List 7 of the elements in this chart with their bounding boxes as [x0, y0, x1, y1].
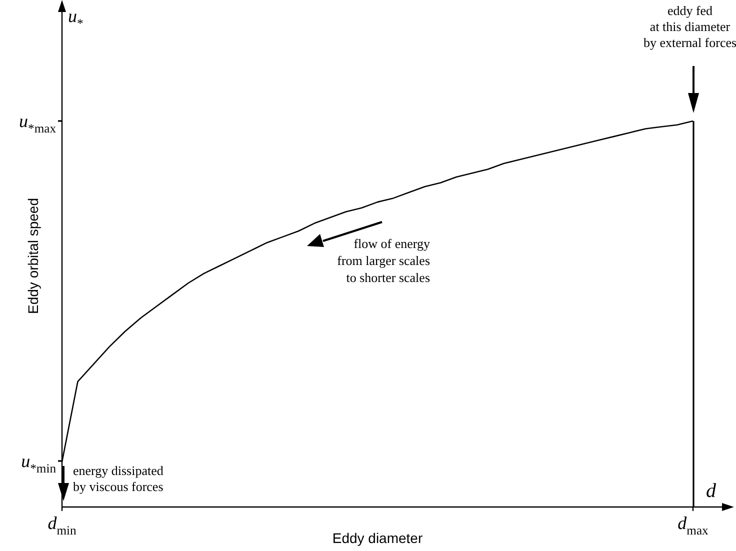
- annotation: energy dissipated by viscous forces: [73, 463, 164, 494]
- text: u*: [68, 6, 84, 30]
- y-axis-title: Eddy orbital speed: [25, 198, 41, 314]
- text: eddy fed at this diameter by external forces: [643, 3, 736, 50]
- annotation: flow of energy from larger scales to shorter scales: [337, 236, 430, 285]
- x-axis-title: Eddy diameter: [332, 530, 423, 546]
- text: d: [706, 480, 717, 502]
